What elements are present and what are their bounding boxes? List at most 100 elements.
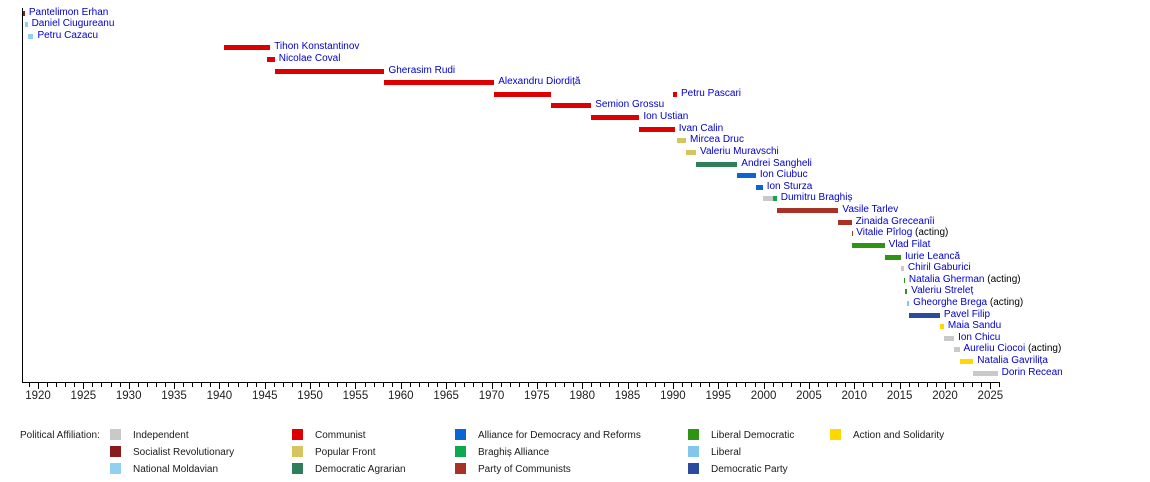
pm-name-pavel-filip[interactable]: Pavel Filip: [944, 309, 990, 321]
minor-tick: [328, 383, 330, 387]
minor-tick: [101, 383, 103, 387]
pm-name-text[interactable]: Dumitru Braghiș: [780, 192, 853, 204]
term-bar-vitalie-pirlog: [851, 231, 854, 237]
pm-name-gheorghe-brega[interactable]: Gheorghe Brega (acting): [913, 297, 1023, 309]
pm-name-text[interactable]: Nicolae Coval: [278, 52, 341, 64]
pm-name-text[interactable]: Gherasim Rudi: [388, 64, 456, 76]
term-bar-zinaida-greceanii: [838, 219, 852, 225]
pm-name-text[interactable]: Ion Chicu: [958, 331, 1001, 343]
legend-label-liberal: Liberal: [711, 447, 742, 458]
minor-tick: [845, 383, 847, 387]
pm-name-ion-ciubuc[interactable]: Ion Ciubuc: [760, 169, 808, 181]
pm-name-mircea-druc[interactable]: Mircea Druc: [690, 134, 744, 146]
minor-tick: [500, 383, 502, 387]
pm-name-iurie-leanca[interactable]: Iurie Leancă: [905, 251, 960, 263]
minor-tick: [591, 383, 593, 387]
pm-name-text[interactable]: Dorin Recean: [1001, 366, 1063, 378]
pm-name-dorin-recean[interactable]: Dorin Recean: [1002, 367, 1063, 379]
minor-tick: [428, 383, 429, 387]
major-tick: [854, 383, 856, 389]
pm-name-valeriu-muravschi[interactable]: Valeriu Muravschi: [700, 146, 779, 158]
pm-name-text[interactable]: Petru Pascari: [680, 87, 741, 99]
pm-name-text[interactable]: Vlad Filat: [888, 238, 931, 250]
pm-name-text[interactable]: Pavel Filip: [943, 308, 991, 320]
pm-name-text[interactable]: Ion Ustian: [643, 111, 689, 123]
minor-tick: [273, 383, 275, 387]
minor-tick: [337, 383, 339, 387]
minor-tick: [609, 383, 611, 387]
pm-name-text[interactable]: Ion Ciubuc: [759, 169, 808, 181]
pm-name-gherasim-rudi[interactable]: Gherasim Rudi: [388, 65, 455, 77]
pm-name-alexandru-diordita[interactable]: Alexandru Diordiță: [498, 76, 580, 88]
pm-name-pantelimon-erhan[interactable]: Pantelimon Erhan: [29, 7, 109, 19]
pm-name-chiril-gaburici[interactable]: Chiril Gaburici: [908, 262, 971, 274]
pm-name-ivan-calin[interactable]: Ivan Calin: [679, 123, 723, 135]
pm-name-daniel-ciugureanu[interactable]: Daniel Ciugureanu: [32, 18, 115, 30]
pm-name-text[interactable]: Tihon Konstantinov: [274, 41, 360, 53]
pm-name-ion-sturza[interactable]: Ion Sturza: [767, 181, 813, 193]
pm-name-text[interactable]: Semion Grossu: [595, 99, 665, 111]
minor-tick: [917, 383, 919, 387]
pm-name-petru-cazacu[interactable]: Petru Cazacu: [37, 30, 98, 42]
pm-name-aureliu-ciocoi[interactable]: Aureliu Ciocoi (acting): [964, 343, 1062, 355]
pm-name-semion-grossu[interactable]: Semion Grossu: [595, 99, 664, 111]
legend-swatch-democratic_agrarian: [292, 463, 303, 474]
pm-name-dumitru-braghis[interactable]: Dumitru Braghiș: [781, 192, 853, 204]
pm-name-text[interactable]: Natalia Gherman: [908, 273, 985, 285]
pm-name-zinaida-greceanii[interactable]: Zinaida Greceanîi: [856, 216, 935, 228]
pm-name-maia-sandu[interactable]: Maia Sandu: [948, 320, 1001, 332]
pm-name-text[interactable]: Ivan Calin: [678, 122, 724, 134]
minor-tick: [28, 383, 30, 387]
pm-name-natalia-gavrilita[interactable]: Natalia Gavrilița: [977, 355, 1048, 367]
pm-name-petru-pascari[interactable]: Petru Pascari: [681, 88, 741, 100]
pm-name-text[interactable]: Mircea Druc: [690, 134, 744, 146]
pm-name-text[interactable]: Chiril Gaburici: [907, 262, 971, 274]
pm-name-text[interactable]: Petru Cazacu: [37, 29, 99, 41]
minor-tick: [700, 383, 702, 387]
pm-name-text[interactable]: Gheorghe Brega: [913, 297, 988, 308]
minor-tick: [137, 383, 139, 387]
pm-name-text[interactable]: Vitalie Pîrlog: [856, 227, 913, 239]
pm-name-text[interactable]: Pantelimon Erhan: [28, 6, 109, 18]
pm-name-ion-chicu[interactable]: Ion Chicu: [958, 332, 1000, 344]
pm-name-valeriu-strelet[interactable]: Valeriu Streleț: [911, 285, 973, 297]
minor-tick: [92, 383, 94, 387]
major-tick: [808, 383, 810, 389]
minor-tick: [155, 383, 157, 387]
pm-name-text[interactable]: Natalia Gavrilița: [977, 355, 1048, 367]
pm-name-natalia-gherman[interactable]: Natalia Gherman (acting): [909, 274, 1021, 286]
pm-name-text[interactable]: Maia Sandu: [947, 320, 1002, 332]
pm-name-text[interactable]: Iurie Leancă: [905, 250, 961, 262]
legend-label-braghis_alliance: Braghiș Alliance: [478, 447, 550, 458]
pm-name-text[interactable]: Valeriu Muravschi: [700, 145, 779, 157]
legend-label-liberal_democratic: Liberal Democratic: [711, 430, 795, 441]
pm-name-text[interactable]: Aureliu Ciocoi: [963, 343, 1026, 355]
pm-name-text[interactable]: Vasile Tarlev: [842, 204, 899, 216]
major-tick: [718, 383, 720, 389]
legend-swatch-braghis_alliance: [455, 446, 466, 457]
pm-name-text[interactable]: Ion Sturza: [766, 180, 813, 192]
pm-name-tihon-konstantinov[interactable]: Tihon Konstantinov: [274, 41, 359, 53]
legend-label-alliance_democracy_reforms: Alliance for Democracy and Reforms: [478, 430, 641, 441]
acting-suffix: (acting): [987, 297, 1024, 308]
minor-tick: [346, 383, 348, 387]
tick-label-1965: 1965: [433, 390, 459, 402]
minor-tick: [455, 383, 457, 387]
term-bar-ion-ciubuc: [737, 173, 756, 179]
pm-name-andrei-sangheli[interactable]: Andrei Sangheli: [741, 158, 812, 170]
minor-tick: [836, 383, 838, 387]
pm-name-text[interactable]: Andrei Sangheli: [741, 157, 812, 169]
pm-name-text[interactable]: Zinaida Greceanîi: [855, 215, 935, 227]
pm-name-ion-ustian[interactable]: Ion Ustian: [643, 111, 688, 123]
minor-tick: [418, 383, 420, 387]
pm-name-text[interactable]: Alexandru Diordiță: [498, 76, 581, 88]
pm-name-text[interactable]: Valeriu Streleț: [911, 285, 974, 297]
pm-name-vitalie-pirlog[interactable]: Vitalie Pîrlog (acting): [856, 227, 948, 239]
pm-name-text[interactable]: Daniel Ciugureanu: [31, 18, 115, 30]
pm-name-vlad-filat[interactable]: Vlad Filat: [889, 239, 931, 251]
minor-tick: [935, 383, 937, 387]
pm-name-vasile-tarlev[interactable]: Vasile Tarlev: [842, 204, 898, 216]
major-tick: [355, 383, 357, 389]
pm-name-nicolae-coval[interactable]: Nicolae Coval: [279, 53, 341, 65]
major-tick: [446, 383, 448, 389]
